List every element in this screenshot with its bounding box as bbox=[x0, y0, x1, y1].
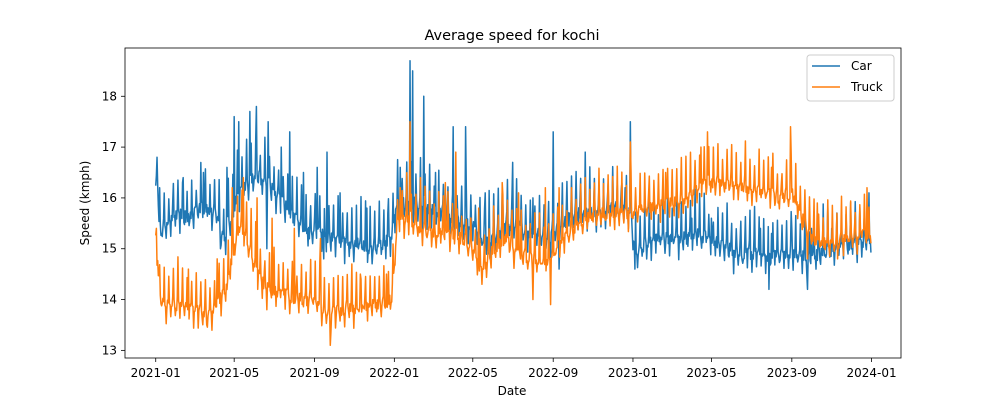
x-tick-label: 2021-05 bbox=[209, 366, 259, 380]
legend-label-truck: Truck bbox=[850, 80, 883, 94]
x-tick-label: 2021-09 bbox=[290, 366, 340, 380]
y-axis-label: Speed (kmph) bbox=[78, 161, 92, 246]
series-layer bbox=[154, 59, 872, 347]
y-tick-label: 16 bbox=[102, 191, 117, 205]
x-axis-label: Date bbox=[498, 384, 527, 398]
y-tick-label: 14 bbox=[102, 293, 117, 307]
x-tick-label: 2021-01 bbox=[131, 366, 181, 380]
x-tick-label: 2022-01 bbox=[369, 366, 419, 380]
plot-area bbox=[124, 47, 902, 359]
legend-label-car: Car bbox=[851, 59, 872, 73]
x-tick-label: 2022-05 bbox=[448, 366, 498, 380]
x-tick-label: 2023-01 bbox=[608, 366, 658, 380]
x-tick-label: 2023-05 bbox=[686, 366, 736, 380]
series-line-truck bbox=[154, 120, 872, 347]
chart-title: Average speed for kochi bbox=[424, 28, 599, 44]
legend: Car Truck bbox=[806, 54, 895, 102]
x-axis: 2021-01 2021-05 2021-09 2022-01 2022-05 2022-… bbox=[131, 358, 897, 380]
x-tick-label: 2022-09 bbox=[528, 366, 578, 380]
series-line-car bbox=[154, 59, 872, 291]
y-tick-label: 15 bbox=[102, 242, 117, 256]
y-tick-label: 17 bbox=[102, 140, 117, 154]
plot-frame bbox=[124, 47, 902, 359]
x-tick-label: 2024-01 bbox=[847, 366, 897, 380]
x-tick-label: 2023-09 bbox=[767, 366, 817, 380]
y-axis: 13 14 15 16 17 18 bbox=[102, 89, 125, 357]
y-tick-label: 13 bbox=[102, 343, 117, 357]
y-tick-label: 18 bbox=[102, 89, 117, 103]
